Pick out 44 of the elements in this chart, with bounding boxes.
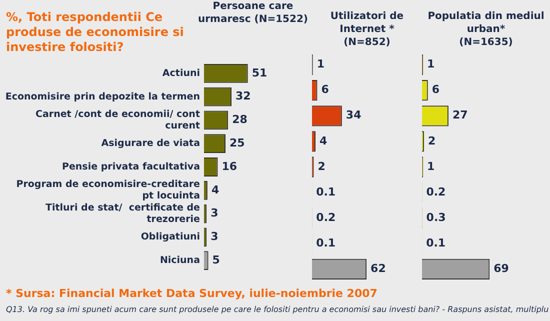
y-tick-label: Asigurare de viata [101, 138, 200, 150]
data-label: 0.2 [316, 210, 336, 224]
data-label: 51 [252, 66, 268, 80]
data-label: 6 [432, 83, 440, 96]
data-label: 3 [210, 206, 218, 220]
y-tick-label: Niciuna [160, 255, 200, 266]
data-label: 27 [452, 108, 468, 122]
data-label: 62 [370, 262, 386, 276]
y-tick-label: Economisire prin depozite la termen [5, 91, 200, 102]
chart-subtitle: (N=852) [342, 36, 392, 49]
data-label: 1 [426, 58, 435, 71]
y-tick-label: Pensie privata facultativa [62, 161, 200, 172]
y-tick-label: Titluri de stat/ certificate de trezorerie [45, 202, 200, 225]
data-label: 0.1 [316, 236, 336, 250]
chart-title: Populatia din mediul urban* [426, 10, 546, 36]
text: * Sursa: Financial Market Data Survey, iulie-noiembrie 2007 [6, 287, 378, 300]
data-label: 0.3 [426, 210, 446, 224]
y-tick-label: Actiuni [162, 68, 200, 79]
data-label: 3 [210, 230, 218, 244]
data-label: 5 [212, 253, 220, 266]
chart-subtitle: Persoane care urmaresc (N=1522) [196, 0, 309, 26]
data-label: 2 [428, 134, 436, 148]
data-label: 32 [236, 90, 251, 103]
text: %, Toti respondentii Ce produse de economisire si investire folositi? [6, 10, 184, 54]
data-label: 4 [320, 134, 328, 148]
y-tick-label: Program de economisire-creditare pt locuinta [16, 179, 200, 202]
data-label: 0.1 [426, 236, 446, 250]
data-label: 28 [232, 113, 248, 126]
data-label: 4 [211, 183, 220, 196]
data-label: 1 [426, 160, 435, 173]
y-tick-label: Carnet /cont de economii/ cont curent [36, 108, 200, 132]
data-label: 2 [318, 160, 326, 173]
y-tick-label: Obligatiuni [140, 232, 200, 243]
chart-title: Utilizatori de Internet * [329, 10, 405, 36]
data-label: 6 [321, 83, 330, 96]
data-label: 0.2 [426, 185, 446, 198]
data-label: 69 [494, 262, 509, 276]
data-label: 16 [222, 160, 238, 173]
data-label: 34 [346, 108, 362, 122]
data-label: 25 [230, 136, 245, 150]
chart-subtitle: (N=1635) [458, 36, 514, 49]
data-label: 1 [316, 58, 325, 71]
data-label: 0.1 [316, 185, 336, 198]
text: Q13. Va rog sa imi spuneti acum care sunt produsele pe care le folositi pentru a economisi sau investi bani? - Raspuns asistat, multiplu [6, 305, 549, 314]
